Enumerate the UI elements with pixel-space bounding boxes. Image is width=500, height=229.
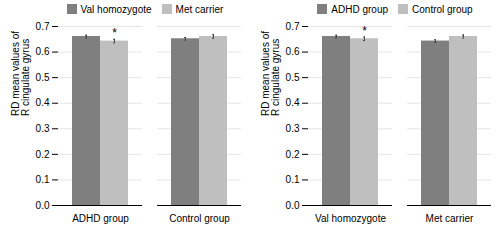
svg-text:0.2: 0.2 xyxy=(36,149,50,160)
svg-text:0.6: 0.6 xyxy=(36,46,50,57)
svg-text:0.0: 0.0 xyxy=(286,200,300,211)
svg-text:0.3: 0.3 xyxy=(286,123,300,134)
svg-text:Met carrier: Met carrier xyxy=(426,213,474,224)
svg-text:0.3: 0.3 xyxy=(36,123,50,134)
svg-text:0.4: 0.4 xyxy=(36,97,50,108)
svg-text:0.0: 0.0 xyxy=(36,200,50,211)
html-text:Val homozygote: Val homozygote xyxy=(80,3,152,15)
svg-text:*: * xyxy=(362,24,367,38)
html-text:ADHD group: ADHD group xyxy=(331,3,388,15)
svg-text:RD mean values ofR cingulate g: RD mean values ofR cingulate gyrus xyxy=(10,31,31,116)
svg-text:0.2: 0.2 xyxy=(286,149,300,160)
svg-text:ADHD group: ADHD group xyxy=(72,213,129,224)
svg-text:0.7: 0.7 xyxy=(36,21,50,32)
svg-text:RD mean values ofR cingulate g: RD mean values ofR cingulate gyrus xyxy=(260,31,281,116)
html-text:Met carrier: Met carrier xyxy=(175,3,224,15)
svg-text:0.5: 0.5 xyxy=(36,72,50,83)
svg-text:0.5: 0.5 xyxy=(286,72,300,83)
svg-text:*: * xyxy=(112,26,117,40)
svg-text:0.1: 0.1 xyxy=(36,174,50,185)
svg-text:Val homozygote: Val homozygote xyxy=(315,213,386,224)
svg-text:0.1: 0.1 xyxy=(286,174,300,185)
svg-text:0.4: 0.4 xyxy=(286,97,300,108)
svg-text:Control group: Control group xyxy=(169,213,230,224)
html-text:Control group: Control group xyxy=(412,3,473,15)
svg-text:0.7: 0.7 xyxy=(286,21,300,32)
svg-text:0.6: 0.6 xyxy=(286,46,300,57)
